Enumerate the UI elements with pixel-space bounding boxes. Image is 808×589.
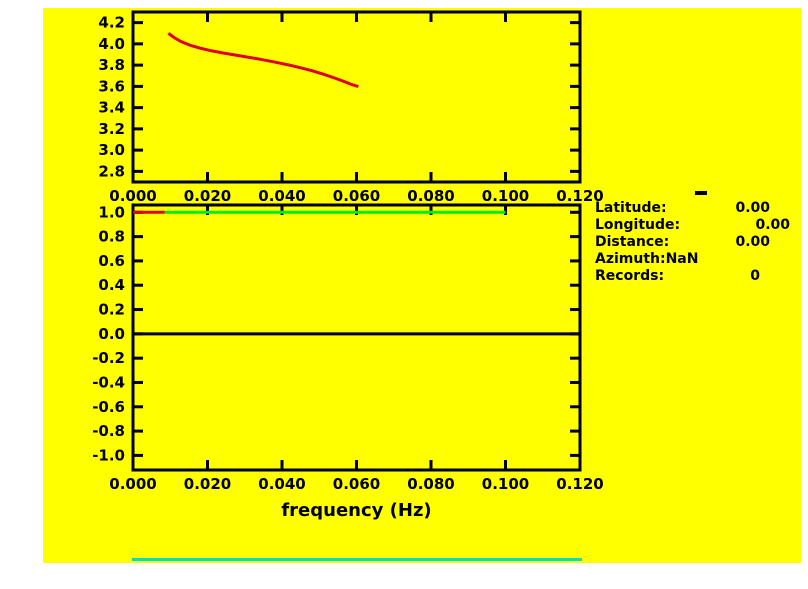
info-label-1: Longitude:	[595, 217, 680, 233]
x-tick-label: 0.020	[184, 475, 231, 493]
y-tick-label: 4.2	[98, 14, 125, 32]
x-tick-label: 0.120	[556, 187, 603, 205]
info-panel: Latitude: 0.00 Longitude: 0.00 Distance: 0.00…	[595, 191, 790, 284]
info-value-2: 0.00	[735, 234, 770, 250]
chart-upper-plot: 0.000 0.020 0.040 0.060 0.080 0.100 0.120 2.8 3.…	[98, 10, 604, 205]
info-label-2: Distance:	[595, 234, 669, 250]
y-tick-label: 0.8	[98, 228, 125, 246]
chart-lower-plot: 0.000 0.020 0.040 0.060 0.080 0.100 0.120 -1.0 -…	[92, 203, 604, 521]
x-tick-label: 0.060	[333, 187, 380, 205]
y-tick-label: 1.0	[98, 203, 125, 221]
x-tick-label: 0.100	[482, 475, 529, 493]
x-tick-label: 0.060	[333, 475, 380, 493]
plot-frame	[131, 203, 582, 472]
x-tick-label: 0.040	[258, 475, 305, 493]
y-tick-label: -0.6	[92, 398, 125, 416]
x-tick-label: 0.040	[258, 187, 305, 205]
x-tick-label: 0.080	[407, 187, 454, 205]
y-tick-label: 0.6	[98, 252, 125, 270]
marker-dash-icon	[695, 191, 707, 195]
x-axis-title: frequency (Hz)	[281, 500, 431, 521]
y-tick-label: -1.0	[92, 446, 125, 464]
x-tick-label: 0.020	[184, 187, 231, 205]
x-tick-label: 0.120	[556, 475, 603, 493]
info-label-3: Azimuth:NaN	[595, 251, 698, 267]
x-tick-label: 0.000	[109, 475, 156, 493]
y-tick-label: -0.8	[92, 422, 125, 440]
series-dispersion-curve	[167, 32, 359, 89]
info-value-4: 0	[750, 268, 760, 284]
y-tick-label: 3.6	[98, 77, 125, 95]
status-bar-line	[132, 558, 582, 561]
x-tick-label: 0.080	[407, 475, 454, 493]
y-tick-label: 2.8	[98, 162, 125, 180]
y-tick-label: 0.4	[98, 276, 125, 294]
y-tick-label: -0.2	[92, 349, 125, 367]
plot-svg[interactable]: 0.000 0.020 0.040 0.060 0.080 0.100 0.1202.83.…	[43, 8, 801, 563]
y-tick-label: 0.2	[98, 301, 125, 319]
y-tick-label: -0.4	[92, 373, 125, 391]
y-tick-label: 3.8	[98, 56, 125, 74]
y-tick-label: 4.0	[98, 35, 125, 53]
y-tick-label: 3.0	[98, 141, 125, 159]
x-tick-label: 0.000	[109, 187, 156, 205]
y-tick-label: 3.2	[98, 120, 125, 138]
info-value-0: 0.00	[735, 200, 770, 216]
info-label-0: Latitude:	[595, 200, 667, 216]
info-label-4: Records:	[595, 268, 664, 284]
plot-frame	[131, 10, 582, 184]
y-tick-label: 3.4	[98, 99, 125, 117]
y-tick-label: 0.0	[98, 325, 125, 343]
plot-canvas[interactable]: 0.000 0.020 0.040 0.060 0.080 0.100 0.120 2.8 3.…	[43, 8, 801, 563]
x-tick-label: 0.100	[482, 187, 529, 205]
info-value-1: 0.00	[755, 217, 790, 233]
